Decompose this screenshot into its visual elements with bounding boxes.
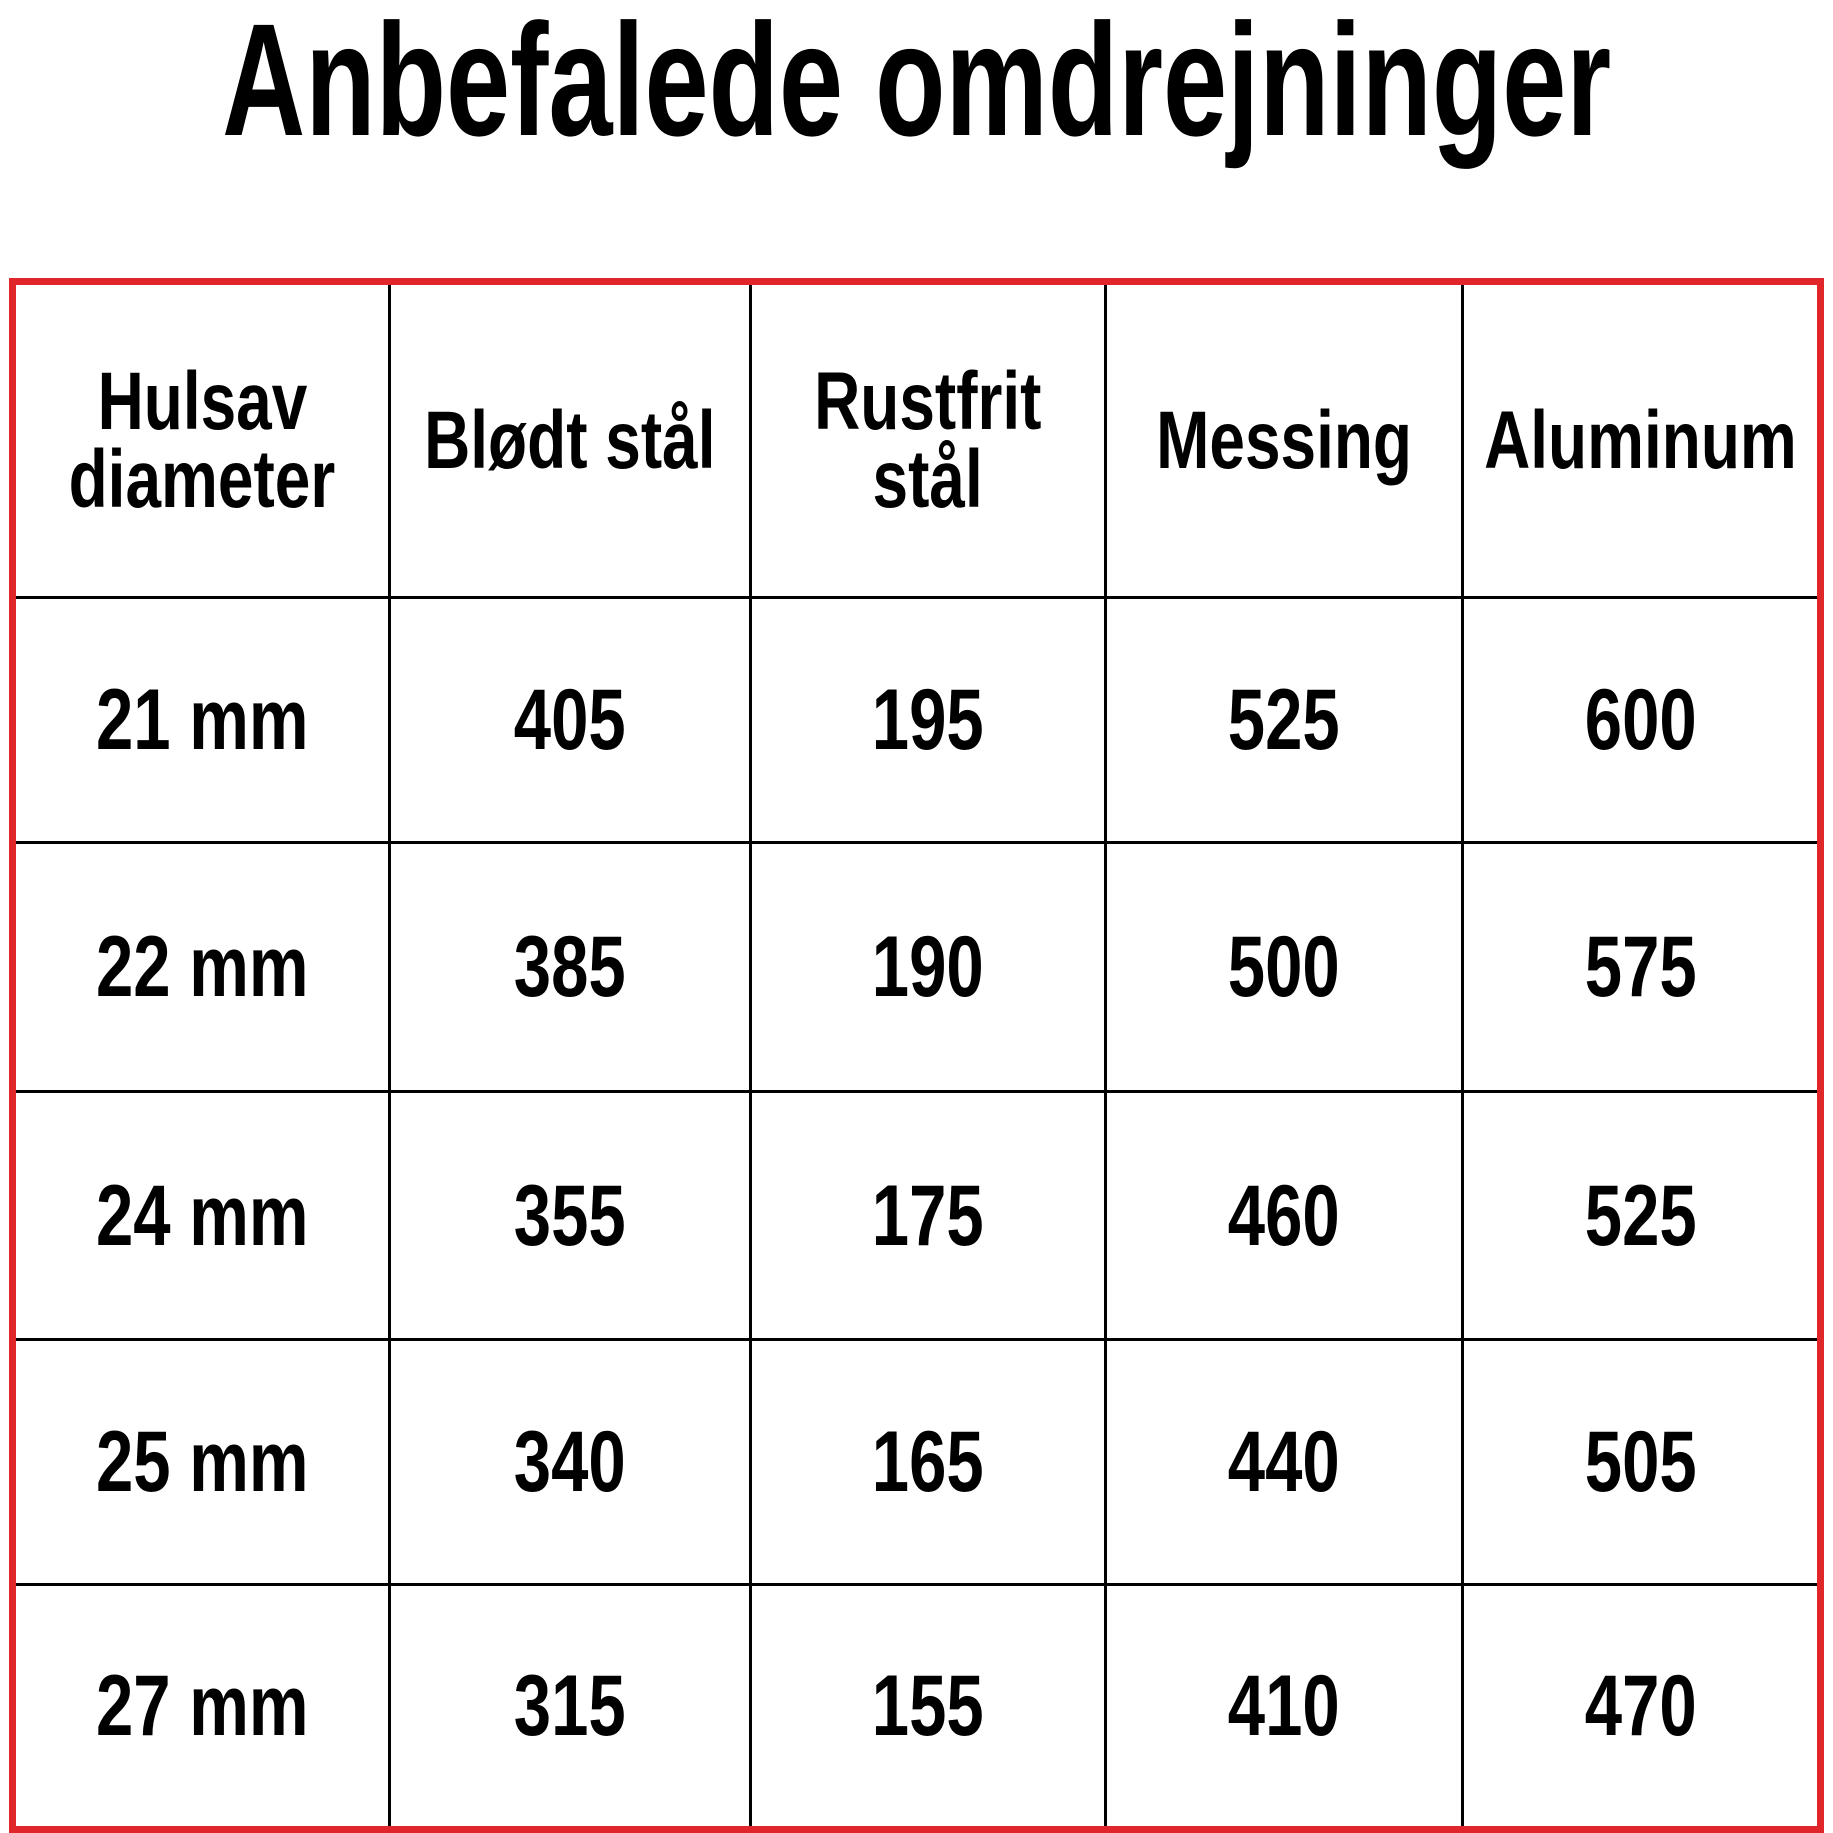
cell-value: 410: [1228, 1658, 1340, 1754]
body-cell: 27 mm: [16, 1586, 391, 1826]
row-label: 25 mm: [95, 1414, 309, 1510]
body-cell: 21 mm: [16, 599, 391, 844]
cell-value: 175: [872, 1167, 984, 1264]
cell-value: 405: [514, 672, 626, 768]
body-cell: 525: [1107, 599, 1464, 844]
body-cell: 340: [391, 1341, 752, 1586]
cell-value: 575: [1584, 919, 1697, 1015]
cell-value: 155: [872, 1658, 984, 1754]
body-cell: 355: [391, 1093, 752, 1341]
cell-value: 440: [1228, 1414, 1340, 1510]
body-cell: 500: [1107, 844, 1464, 1093]
cell-value: 385: [514, 919, 626, 1015]
cell-value: 340: [514, 1414, 626, 1510]
title: Anbefalede omdrejninger: [0, 0, 1833, 160]
row-label: 22 mm: [95, 919, 309, 1015]
body-cell: 440: [1107, 1341, 1464, 1586]
body-cell: 410: [1107, 1586, 1464, 1826]
title-text: Anbefalede omdrejninger: [221, 0, 1612, 169]
header-text: stål: [872, 433, 984, 525]
body-cell: 315: [391, 1586, 752, 1826]
cell-value: 505: [1584, 1414, 1697, 1510]
head-cell: Hulsav diameter: [16, 285, 391, 599]
cell-value: 165: [872, 1414, 984, 1510]
head-cell: Blødt stål: [391, 285, 752, 599]
cell-value: 460: [1228, 1167, 1340, 1264]
cell-value: 500: [1228, 919, 1340, 1015]
body-cell: 470: [1464, 1586, 1817, 1826]
body-cell: 385: [391, 844, 752, 1093]
cell-value: 190: [872, 919, 984, 1015]
header-text: Rustfrit: [814, 355, 1042, 447]
cell-value: 525: [1584, 1167, 1697, 1264]
row-label: 24 mm: [95, 1167, 309, 1264]
rpm-table: Hulsav diameter Blødt stål Rustfrit stål Mess…: [9, 278, 1824, 1833]
cell-value: 600: [1584, 672, 1697, 768]
cell-value: 525: [1228, 672, 1340, 768]
body-cell: 190: [752, 844, 1107, 1093]
header-text: diameter: [68, 433, 336, 525]
row-label: 21 mm: [95, 672, 309, 768]
header-text: Messing: [1156, 394, 1412, 486]
body-cell: 155: [752, 1586, 1107, 1826]
body-cell: 405: [391, 599, 752, 844]
body-cell: 575: [1464, 844, 1817, 1093]
cell-value: 195: [872, 672, 984, 768]
head-cell: Rustfrit stål: [752, 285, 1107, 599]
cell-value: 355: [514, 1167, 626, 1264]
body-cell: 165: [752, 1341, 1107, 1586]
body-cell: 24 mm: [16, 1093, 391, 1341]
header-text: Hulsav: [97, 355, 307, 447]
cell-value: 315: [514, 1658, 626, 1754]
header-text: Aluminum: [1484, 394, 1797, 486]
row-label: 27 mm: [95, 1658, 309, 1754]
cell-value: 470: [1584, 1658, 1697, 1754]
body-cell: 195: [752, 599, 1107, 844]
body-cell: 22 mm: [16, 844, 391, 1093]
body-cell: 460: [1107, 1093, 1464, 1341]
body-cell: 600: [1464, 599, 1817, 844]
header-text: Blødt stål: [424, 394, 716, 486]
head-cell: Messing: [1107, 285, 1464, 599]
head-cell: Aluminum: [1464, 285, 1817, 599]
body-cell: 505: [1464, 1341, 1817, 1586]
body-cell: 525: [1464, 1093, 1817, 1341]
body-cell: 175: [752, 1093, 1107, 1341]
body-cell: 25 mm: [16, 1341, 391, 1586]
